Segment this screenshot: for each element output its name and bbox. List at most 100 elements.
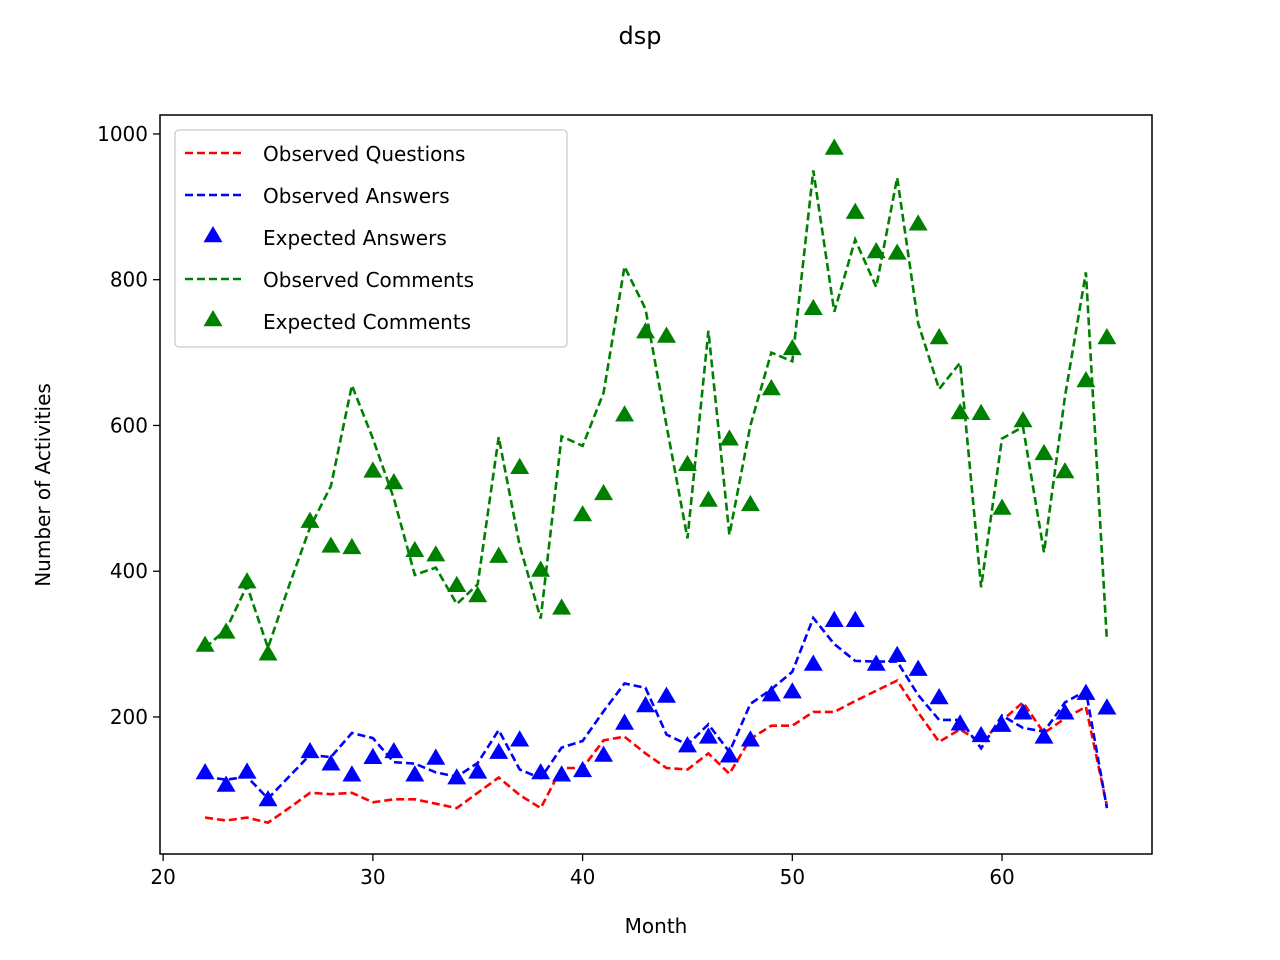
marker-expected-comments [300, 511, 320, 528]
marker-expected-comments [594, 483, 614, 501]
legend-label: Expected Answers [263, 226, 447, 250]
series-line-observed-comments [204, 170, 1109, 652]
marker-expected-comments [971, 403, 991, 421]
marker-expected-comments [342, 537, 362, 555]
marker-expected-answers [531, 763, 551, 780]
marker-expected-answers [1076, 683, 1096, 700]
marker-expected-answers [866, 654, 886, 671]
marker-expected-answers [908, 659, 928, 676]
marker-expected-comments [489, 546, 509, 563]
marker-expected-comments [761, 379, 781, 396]
marker-expected-comments [615, 405, 635, 422]
marker-expected-comments [866, 242, 886, 259]
y-tick-label: 200 [110, 705, 148, 729]
marker-expected-answers [237, 762, 257, 779]
marker-expected-answers [887, 645, 907, 662]
plot-area [195, 138, 1117, 825]
marker-expected-comments [552, 598, 572, 615]
marker-expected-answers [510, 730, 530, 747]
marker-expected-answers [195, 763, 215, 780]
marker-expected-answers [824, 610, 844, 627]
marker-expected-answers [300, 741, 320, 759]
marker-expected-comments [468, 586, 488, 603]
marker-expected-comments [677, 454, 697, 472]
marker-expected-comments [426, 545, 446, 562]
marker-expected-answers [698, 727, 718, 744]
marker-expected-answers [719, 746, 739, 763]
series-line-observed-answers [204, 615, 1109, 809]
x-tick-label: 30 [360, 865, 385, 889]
y-tick-label: 400 [110, 559, 148, 583]
marker-expected-comments [216, 622, 236, 639]
marker-expected-answers [761, 685, 781, 702]
marker-expected-comments [447, 575, 467, 593]
marker-expected-answers [426, 748, 446, 765]
marker-expected-comments [531, 560, 551, 577]
marker-expected-comments [803, 298, 823, 316]
legend-label: Expected Comments [263, 310, 471, 334]
marker-expected-comments [992, 498, 1012, 515]
y-tick-label: 600 [110, 413, 148, 437]
marker-expected-answers [405, 765, 425, 782]
y-axis-title: Number of Activities [31, 383, 55, 587]
marker-expected-answers [1013, 703, 1033, 720]
x-tick-label: 20 [150, 865, 175, 889]
y-tick-label: 1000 [97, 122, 148, 146]
legend-swatch-marker [203, 310, 223, 327]
marker-expected-answers [1055, 703, 1075, 720]
legend-label: Observed Questions [263, 142, 465, 166]
marker-expected-answers [552, 765, 572, 782]
marker-expected-answers [468, 762, 488, 779]
marker-expected-answers [782, 682, 802, 699]
marker-expected-answers [615, 713, 635, 730]
marker-expected-answers [1034, 727, 1054, 744]
marker-expected-answers [929, 688, 949, 705]
legend-box [174, 129, 568, 348]
marker-expected-comments [321, 536, 341, 553]
marker-expected-answers [845, 610, 865, 627]
marker-expected-answers [342, 765, 362, 782]
legend-label: Observed Answers [263, 184, 450, 208]
marker-expected-comments [719, 429, 739, 446]
marker-expected-comments [845, 202, 865, 219]
marker-expected-comments [258, 644, 278, 661]
marker-expected-comments [740, 494, 760, 512]
marker-expected-answers [1097, 698, 1117, 715]
marker-expected-answers [992, 715, 1012, 732]
marker-expected-answers [971, 725, 991, 743]
marker-expected-comments [405, 540, 425, 558]
legend-swatch-marker [203, 226, 223, 243]
x-axis-title: Month [625, 914, 688, 938]
marker-expected-answers [258, 790, 278, 807]
marker-expected-answers [803, 654, 823, 671]
marker-expected-answers [363, 747, 383, 764]
chart-title: dsp [619, 22, 662, 50]
marker-expected-answers [594, 745, 614, 762]
marker-expected-comments [1055, 462, 1075, 479]
marker-expected-comments [363, 461, 383, 478]
marker-expected-comments [195, 635, 215, 652]
marker-expected-answers [573, 760, 593, 778]
marker-expected-answers [656, 686, 676, 703]
marker-expected-answers [321, 754, 341, 771]
marker-expected-answers [489, 742, 509, 759]
marker-expected-answers [740, 730, 760, 747]
marker-expected-answers [384, 741, 404, 759]
marker-expected-comments [573, 505, 593, 522]
marker-expected-comments [636, 322, 656, 339]
marker-expected-comments [1076, 371, 1096, 388]
series-line-observed-questions [204, 678, 1109, 825]
marker-expected-comments [384, 473, 404, 490]
x-tick-label: 50 [780, 865, 805, 889]
marker-expected-comments [656, 326, 676, 343]
marker-expected-answers [950, 714, 970, 731]
marker-expected-comments [1013, 411, 1033, 428]
marker-expected-comments [950, 403, 970, 420]
legend-label: Observed Comments [263, 268, 474, 292]
marker-expected-comments [237, 572, 257, 589]
x-tick-label: 40 [570, 865, 595, 889]
marker-expected-comments [929, 328, 949, 345]
legend: Observed Questions Observed Answers Expect… [174, 129, 568, 348]
marker-expected-answers [216, 775, 236, 792]
